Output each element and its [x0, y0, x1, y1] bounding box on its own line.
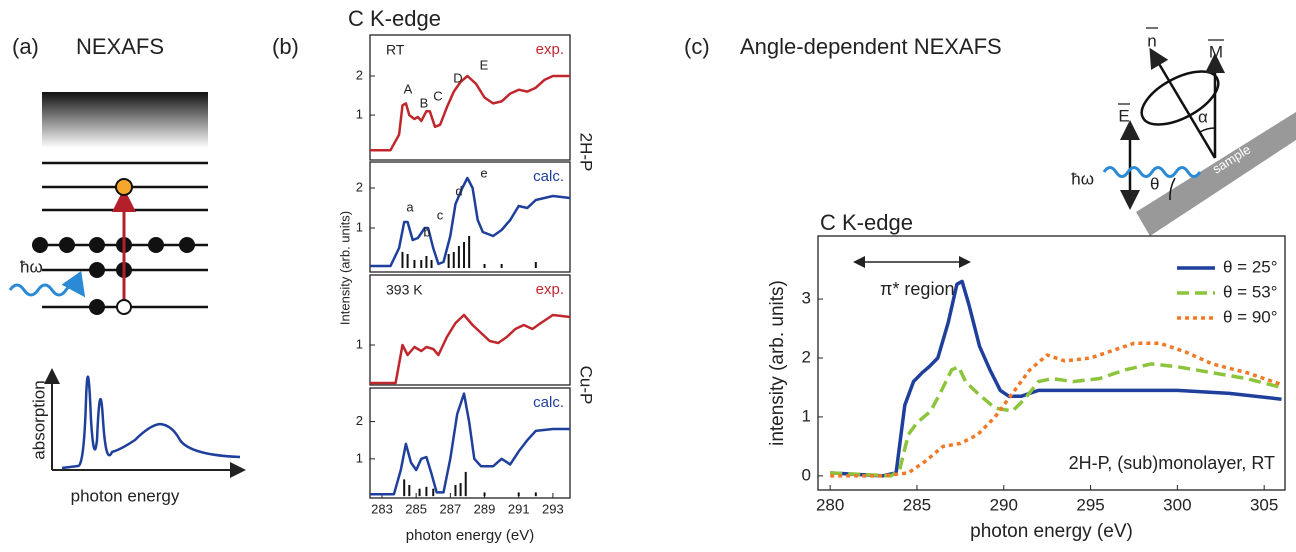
series-line [370, 392, 570, 496]
x-tick-label: 280 [816, 495, 844, 514]
series-label: calc. [533, 168, 564, 185]
x-axis-label: photon energy (eV) [406, 527, 534, 544]
y-tick-label: 2 [356, 413, 363, 428]
x-axis-label: photon energy [71, 486, 180, 505]
vector-accents [1118, 27, 1224, 105]
panel-title: NEXAFS [76, 34, 164, 59]
sample-label: Cu-P [577, 366, 596, 405]
photon-label: ħω [20, 257, 43, 276]
plot-frame [369, 387, 571, 499]
peak-label: B [420, 95, 429, 110]
angle-label: α [1198, 107, 1208, 126]
series-label: exp. [536, 281, 564, 298]
sample-label: 2H-P [577, 133, 596, 172]
y-tick-label: 1 [356, 450, 363, 465]
x-tick-label: 283 [371, 501, 393, 516]
excited-electron [115, 178, 133, 196]
peak-label: a [406, 199, 414, 214]
y-tick-label: 0 [802, 465, 811, 484]
x-tick-label: 287 [439, 501, 461, 516]
vector-label: n [1147, 31, 1156, 50]
x-tick-label: 295 [1076, 495, 1104, 514]
peak-label: C [433, 88, 442, 103]
y-tick-label: 1 [356, 219, 363, 234]
x-tick-label: 285 [405, 501, 427, 516]
y-tick-label: 1 [356, 336, 363, 351]
series-label: calc. [533, 394, 564, 411]
angle-label: θ [1150, 174, 1159, 193]
alpha-arc [1199, 127, 1216, 133]
chart-title: C K-edge [820, 210, 913, 235]
annotation: RT [386, 42, 405, 58]
peak-label: E [480, 57, 489, 72]
panel-label: (b) [272, 34, 299, 59]
x-tick-label: 305 [1250, 495, 1278, 514]
x-tick-label: 300 [1163, 495, 1191, 514]
series-line [370, 176, 571, 268]
x-axis-label: photon energy (eV) [970, 521, 1133, 542]
photon-wave [8, 270, 86, 298]
series-line [370, 313, 571, 385]
peak-label: c [437, 207, 444, 222]
photon-label: ħω [1071, 169, 1094, 188]
vector-label: E [1118, 106, 1129, 125]
series-line [370, 74, 570, 152]
series-line [830, 362, 1282, 478]
annotation: 393 K [386, 282, 423, 298]
peak-label: d [455, 183, 462, 198]
peak-label: e [480, 165, 487, 180]
plot-frame [369, 161, 571, 273]
x-tick-label: 291 [508, 501, 530, 516]
core-hole [116, 299, 132, 315]
panel-label: (c) [684, 34, 710, 59]
plot-frame [369, 34, 571, 161]
series-line [830, 279, 1282, 478]
plot-frame [369, 274, 571, 386]
series-label: exp. [536, 41, 564, 58]
sample-bar [1136, 112, 1296, 236]
x-tick-label: 290 [990, 495, 1018, 514]
theta-arc [1169, 177, 1176, 201]
absorption-curve [61, 375, 241, 470]
x-tick-label: 285 [903, 495, 931, 514]
continuum [42, 92, 208, 148]
panel-label: (a) [12, 34, 39, 59]
y-tick-label: 1 [802, 406, 811, 425]
y-tick-label: 1 [356, 107, 363, 122]
y-tick-label: 3 [802, 289, 811, 308]
x-tick-label: 289 [474, 501, 496, 516]
legend-label: θ = 53° [1223, 282, 1278, 301]
legend-label: θ = 90° [1223, 307, 1278, 326]
electrons [32, 237, 195, 315]
peak-label: A [404, 81, 413, 96]
plot-frame [817, 235, 1286, 491]
panel-title: Angle-dependent NEXAFS [740, 34, 1002, 59]
y-tick-label: 2 [356, 67, 363, 82]
x-tick-label: 293 [542, 501, 564, 516]
photon-wave [1102, 166, 1202, 178]
y-axis-label: intensity (arb. units) [767, 280, 788, 446]
vector-label: M [1209, 42, 1223, 61]
annotation: 2H-P, (sub)monolayer, RT [1069, 453, 1275, 473]
peak-label: b [423, 224, 430, 239]
y-tick-label: 2 [802, 347, 811, 366]
peak-label: D [453, 70, 462, 85]
y-axis-label: Intensity (arb. units) [337, 211, 352, 325]
n-vector [1149, 47, 1217, 159]
y-tick-label: 2 [356, 179, 363, 194]
annotation: π* region [880, 279, 954, 299]
legend-label: θ = 25° [1223, 257, 1278, 276]
panel-title: C K-edge [348, 6, 441, 31]
y-axis-label: absorption [29, 380, 48, 459]
